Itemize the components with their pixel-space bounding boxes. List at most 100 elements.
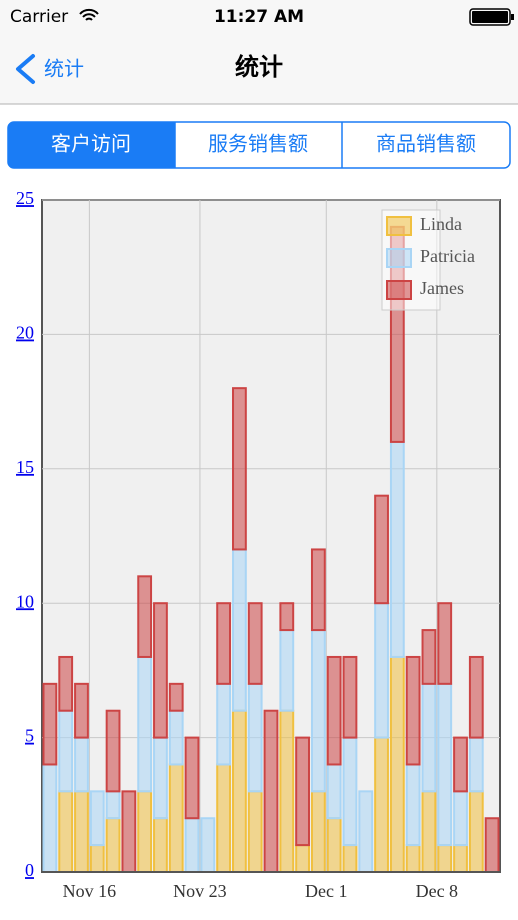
tab[interactable]: 服务销售额 [208, 132, 308, 156]
bar-segment [137, 575, 153, 658]
bar-segment [89, 790, 105, 847]
bar-segment [42, 682, 58, 766]
bar-segment [453, 790, 468, 847]
y-tick-label: 25 [16, 188, 34, 208]
bar-segment [247, 602, 263, 685]
x-tick-label: Nov 23 [173, 881, 227, 901]
bar-segment [105, 709, 121, 793]
bar-segment [216, 602, 232, 685]
legend-label: James [420, 278, 464, 298]
bar-segment [247, 790, 263, 873]
bar-segment [247, 682, 263, 793]
bar-segment [421, 790, 437, 873]
bar-segment [358, 790, 374, 873]
tab[interactable]: 商品销售额 [376, 132, 476, 156]
bar-segment [310, 548, 326, 632]
bar-segment [310, 790, 326, 873]
bar-segment [405, 655, 421, 766]
x-tick-label: Nov 16 [63, 881, 117, 901]
bar-segment [484, 817, 500, 873]
bar-segment [405, 763, 421, 847]
bar-segment [168, 763, 184, 873]
bar-segment [137, 655, 153, 793]
bar-segment [137, 790, 153, 873]
bar-segment [295, 844, 310, 873]
bar-segment [326, 817, 342, 873]
bar-segment [58, 655, 74, 712]
legend-label: Patricia [420, 246, 475, 266]
bar-segment [468, 736, 484, 793]
bar-segment [453, 844, 468, 873]
bar-segment [232, 548, 247, 712]
bar-segment [468, 790, 484, 873]
bar-segment [216, 763, 232, 873]
bar-segment [121, 790, 137, 873]
bar-segment [389, 440, 405, 658]
bar-segment [58, 709, 74, 793]
bar-segment [74, 790, 89, 873]
battery-level [472, 11, 508, 23]
bar-segment [437, 682, 453, 847]
bar-segment [437, 844, 453, 873]
bar-segment [468, 655, 484, 739]
chart: 0 5 10 15 20 25 Nov 16 Nov 23 Dec 1 Dec 8 Linda Pat… [16, 188, 500, 901]
bar-segment [74, 736, 89, 793]
bar-segment [58, 790, 74, 873]
bar-segment [453, 736, 468, 793]
bar-segment [374, 736, 389, 873]
y-tick-label: 0 [25, 860, 34, 880]
bar-segment [184, 736, 200, 820]
segmented-control: 客户访问 服务销售额 商品销售额 [7, 121, 511, 169]
x-tick-label: Dec 8 [416, 881, 458, 901]
bar-segment [421, 682, 437, 793]
bar-segment [342, 844, 358, 873]
bar-segment [168, 682, 184, 712]
bar-segment [295, 736, 310, 847]
bar-segment [105, 817, 121, 873]
y-tick-label: 15 [16, 457, 34, 477]
bar-segment [374, 602, 389, 739]
bar-segment [153, 817, 168, 873]
bar-segment [200, 817, 216, 873]
legend-swatch [386, 216, 412, 236]
bar-segment [105, 790, 121, 820]
bar-segment [342, 736, 358, 847]
bar-segment [437, 602, 453, 685]
bar-segment [279, 629, 295, 712]
bar-segment [326, 763, 342, 820]
y-tick-label: 20 [16, 323, 34, 343]
bar-segment [89, 844, 105, 873]
y-tick-label: 10 [16, 591, 34, 611]
tab[interactable]: 客户访问 [51, 132, 131, 156]
bar-segment [342, 655, 358, 739]
legend-swatch [386, 280, 412, 300]
bar-segment [279, 709, 295, 873]
x-tick-label: Dec 1 [305, 881, 347, 901]
bar-segment [74, 682, 89, 739]
back-button[interactable]: 统计 [44, 57, 84, 81]
battery-tip [511, 14, 514, 20]
bar-segment [374, 494, 389, 605]
back-arrow[interactable] [16, 54, 35, 84]
bar-segment [405, 844, 421, 873]
bar-segment [42, 763, 58, 873]
bar-segment [279, 602, 295, 632]
segment-selected [8, 122, 175, 168]
bar-segment [232, 387, 247, 551]
bar-segment [389, 655, 405, 874]
bar-segment [168, 709, 184, 766]
header-bg [0, 0, 518, 104]
wifi-icon [79, 8, 99, 21]
bar-segment [310, 629, 326, 793]
nav-title: 统计 [235, 53, 283, 81]
bar-segment [153, 736, 168, 820]
bar-segment [153, 602, 168, 739]
y-tick-label: 5 [25, 726, 34, 746]
clock: 11:27 AM [214, 7, 304, 27]
bar-segment [326, 655, 342, 766]
legend-swatch [386, 248, 412, 268]
bar-segment [216, 682, 232, 766]
bar-segment [184, 817, 200, 873]
